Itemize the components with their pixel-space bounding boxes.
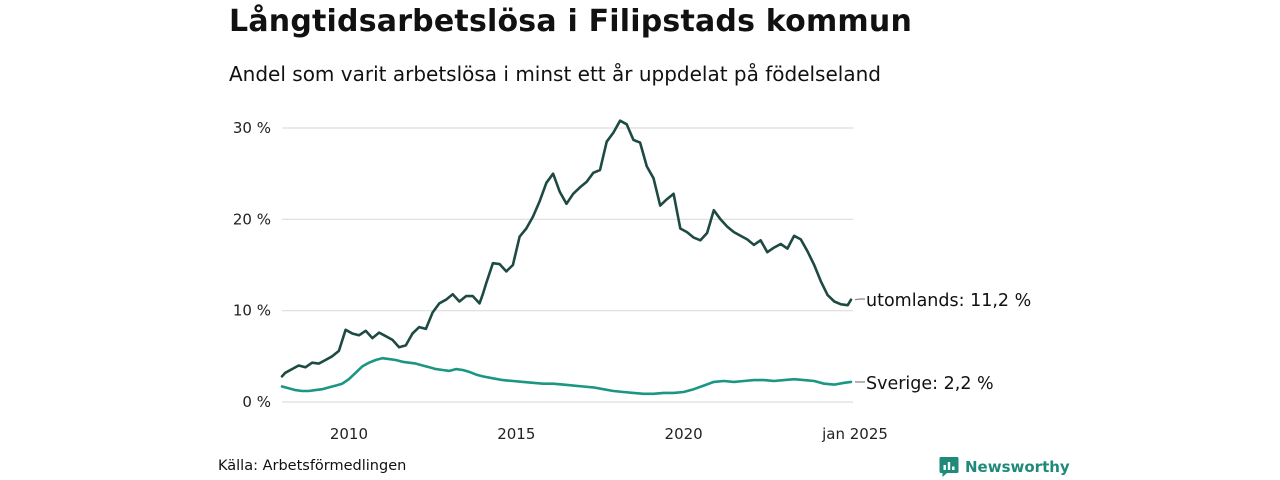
series-end-label-sverige: Sverige: 2,2 % bbox=[866, 374, 994, 394]
chart-title: Långtidsarbetslösa i Filipstads kommun bbox=[229, 4, 912, 39]
chart-subtitle: Andel som varit arbetslösa i minst ett å… bbox=[229, 62, 881, 86]
y-tick-label: 10 % bbox=[233, 302, 271, 320]
grid-lines bbox=[282, 127, 853, 403]
end-label-connector bbox=[854, 298, 865, 301]
y-tick-label: 30 % bbox=[233, 119, 271, 137]
source-note: Källa: Arbetsförmedlingen bbox=[218, 458, 407, 474]
line-chart: 0 % 10 % 20 % 30 % 2010 2015 2020 jan 2025 uto… bbox=[233, 119, 1031, 443]
x-tick-label: 2020 bbox=[665, 425, 703, 443]
series-line-utomlands bbox=[280, 119, 853, 378]
y-tick-label: 0 % bbox=[242, 393, 271, 411]
series-line-sverige bbox=[280, 356, 853, 396]
y-tick-label: 20 % bbox=[233, 210, 271, 228]
y-axis-tick-labels: 0 % 10 % 20 % 30 % bbox=[233, 119, 271, 411]
x-tick-label: jan 2025 bbox=[821, 425, 888, 443]
brand-name: Newsworthy bbox=[965, 458, 1070, 476]
brand-logo[interactable]: Newsworthy bbox=[939, 456, 1070, 478]
x-tick-label: 2015 bbox=[497, 425, 535, 443]
series-lines bbox=[280, 119, 853, 396]
x-tick-label: 2010 bbox=[330, 425, 368, 443]
x-axis-tick-labels: 2010 2015 2020 jan 2025 bbox=[330, 425, 888, 443]
series-end-label-utomlands: utomlands: 11,2 % bbox=[866, 291, 1031, 311]
series-end-labels: utomlands: 11,2 % Sverige: 2,2 % bbox=[854, 291, 1031, 394]
bar-chart-speech-icon bbox=[939, 456, 959, 478]
